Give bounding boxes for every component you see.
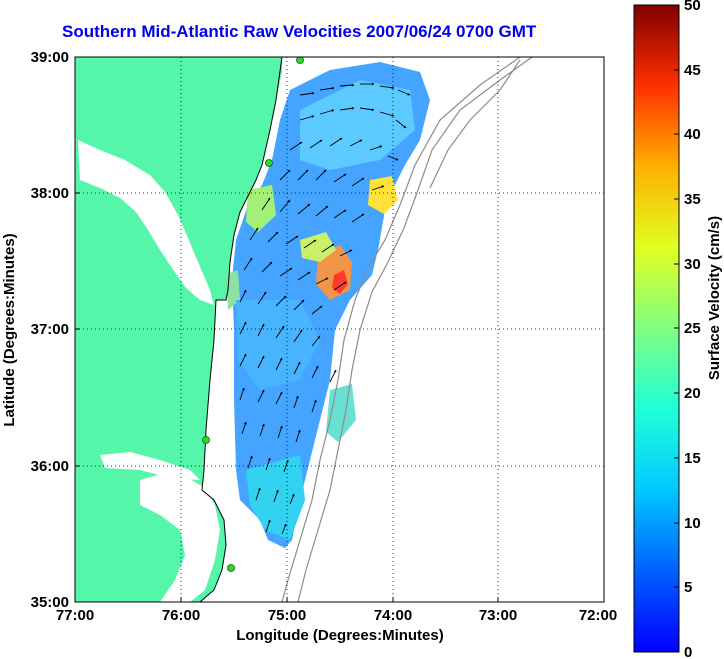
colorbar-tick-label: 0 (684, 644, 692, 659)
coastline (199, 57, 283, 602)
pamlico-sound (140, 470, 220, 602)
y-tick-label: 39:00 (31, 49, 69, 66)
albemarle-sound (100, 452, 200, 480)
colorbar-tick-label: 35 (684, 191, 701, 208)
colorbar-tick-label: 20 (684, 385, 701, 402)
x-tick-label: 72:00 (579, 607, 617, 624)
x-tick-label: 76:00 (162, 607, 200, 624)
colorbar-tick-label: 10 (684, 515, 701, 532)
map-title: Southern Mid-Atlantic Raw Velocities 200… (62, 22, 537, 41)
y-axis-label: Latitude (Degrees:Minutes) (1, 233, 18, 426)
y-tick-label: 38:00 (31, 185, 69, 202)
station-marker (296, 57, 304, 64)
colorbar-tick-label: 30 (684, 256, 701, 273)
x-tick-label: 74:00 (374, 607, 412, 624)
colorbar-tick-label: 15 (684, 450, 701, 467)
station-marker (265, 159, 273, 167)
y-tick-label: 35:00 (31, 594, 69, 611)
station-marker (227, 564, 235, 572)
colorbar-tick-label: 50 (684, 0, 701, 14)
x-tick-label: 77:00 (56, 607, 94, 624)
colorbar-label: Surface Velocity (cm/s) (706, 216, 723, 380)
colorbar-ticks (674, 4, 679, 653)
colorbar (633, 4, 680, 653)
bathymetry-contours (281, 57, 533, 602)
tick-marks (74, 56, 605, 603)
x-axis-label: Longitude (Degrees:Minutes) (236, 627, 444, 644)
y-tick-label: 36:00 (31, 458, 69, 475)
radar-stations (202, 57, 304, 572)
colorbar-tick-label: 5 (684, 579, 692, 596)
y-tick-label: 37:00 (31, 321, 69, 338)
grid-lines (75, 57, 604, 602)
velocity-vectors (239, 82, 411, 535)
x-tick-label: 73:00 (479, 607, 517, 624)
colorbar-tick-label: 45 (684, 62, 701, 79)
colorbar-tick-label: 25 (684, 320, 701, 337)
x-tick-label: 75:00 (268, 607, 306, 624)
chesapeake-bay (78, 140, 214, 305)
station-marker (202, 436, 210, 444)
colorbar-tick-label: 40 (684, 126, 701, 143)
